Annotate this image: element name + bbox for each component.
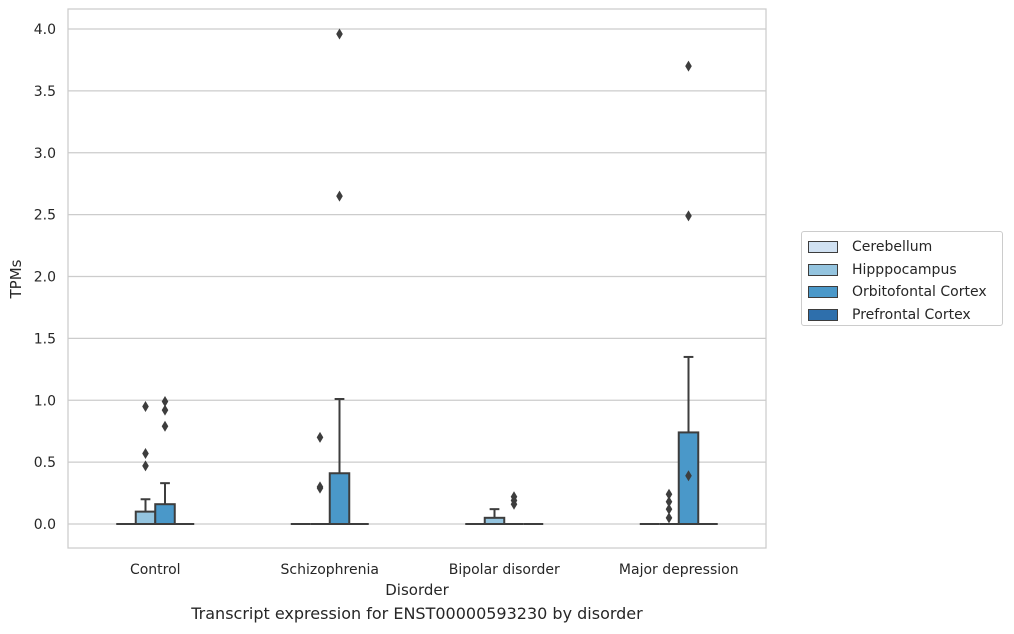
- x-axis-ticks: Control Schizophrenia Bipolar disorder Majo…: [130, 562, 739, 578]
- y-tick-label: 4.0: [34, 22, 56, 38]
- legend-label: Hipppocampus: [852, 261, 957, 278]
- outlier-point: [336, 28, 343, 40]
- x-tick-label: Bipolar disorder: [449, 562, 560, 578]
- x-tick-label: Control: [130, 562, 181, 578]
- outlier-point: [316, 431, 324, 443]
- outlier-point: [685, 210, 692, 222]
- grid-lines: [68, 28, 766, 525]
- y-tick-label: 3.0: [34, 146, 56, 162]
- legend-label: Orbitofontal Cortex: [852, 284, 987, 301]
- box-body: [154, 503, 176, 526]
- y-tick-label: 2.5: [34, 208, 56, 224]
- figure-caption: Transcript expression for ENST0000059323…: [191, 604, 643, 623]
- outlier-point: [316, 481, 324, 493]
- legend-item: Cerebellum: [802, 236, 1002, 259]
- x-tick-label: Major depression: [619, 562, 739, 578]
- boxes: [116, 355, 718, 526]
- outlier-point: [142, 447, 149, 459]
- y-tick-label: 1.0: [34, 393, 56, 409]
- legend-swatch: [808, 241, 838, 254]
- legend-item: Orbitofontal Cortex: [802, 281, 1002, 304]
- x-tick-label: Schizophrenia: [281, 562, 379, 578]
- outlier-point: [142, 460, 149, 472]
- y-axis-label: TPMs: [7, 259, 25, 299]
- outlier-point: [510, 491, 518, 503]
- outlier-point: [161, 420, 169, 432]
- box-hipppocampus: [483, 508, 506, 525]
- box-orbitofontal-cortex: [328, 398, 351, 526]
- legend-swatch: [808, 308, 838, 321]
- legend-label: Cerebellum: [852, 239, 933, 256]
- outlier-point: [685, 60, 692, 72]
- y-tick-label: 3.5: [34, 84, 56, 100]
- y-axis-ticks: 0.0 0.5 1.0 1.5 2.0 2.5 3.0 3.5 4.0: [34, 22, 56, 533]
- outlier-point: [336, 190, 343, 202]
- outlier-point: [665, 512, 673, 524]
- outlier-point: [161, 395, 169, 407]
- y-tick-label: 0.5: [34, 455, 56, 471]
- outlier-point: [665, 496, 673, 508]
- y-tick-label: 2.0: [34, 270, 56, 286]
- outlier-point: [161, 404, 169, 416]
- y-tick-label: 0.0: [34, 517, 56, 533]
- box-orbitofontal-cortex: [677, 355, 700, 525]
- plot-frame: [67, 8, 767, 549]
- box-body: [328, 472, 351, 526]
- legend-label: Prefrontal Cortex: [852, 306, 971, 323]
- outlier-point: [685, 470, 692, 482]
- legend-swatch: [808, 286, 838, 299]
- y-tick-label: 1.5: [34, 331, 56, 347]
- legend: Cerebellum Hipppocampus Orbitofontal Corte…: [801, 231, 1003, 326]
- outlier-points: [142, 28, 692, 524]
- outlier-point: [665, 488, 673, 500]
- outlier-point: [142, 400, 149, 412]
- box-body: [134, 510, 157, 525]
- legend-swatch: [808, 263, 838, 276]
- legend-item: Hipppocampus: [802, 259, 1002, 282]
- outlier-point: [665, 503, 673, 515]
- box-orbitofontal-cortex: [154, 482, 176, 526]
- legend-item: Prefrontal Cortex: [802, 304, 1002, 327]
- x-axis-label: Disorder: [385, 581, 449, 599]
- box-hipppocampus: [134, 498, 157, 525]
